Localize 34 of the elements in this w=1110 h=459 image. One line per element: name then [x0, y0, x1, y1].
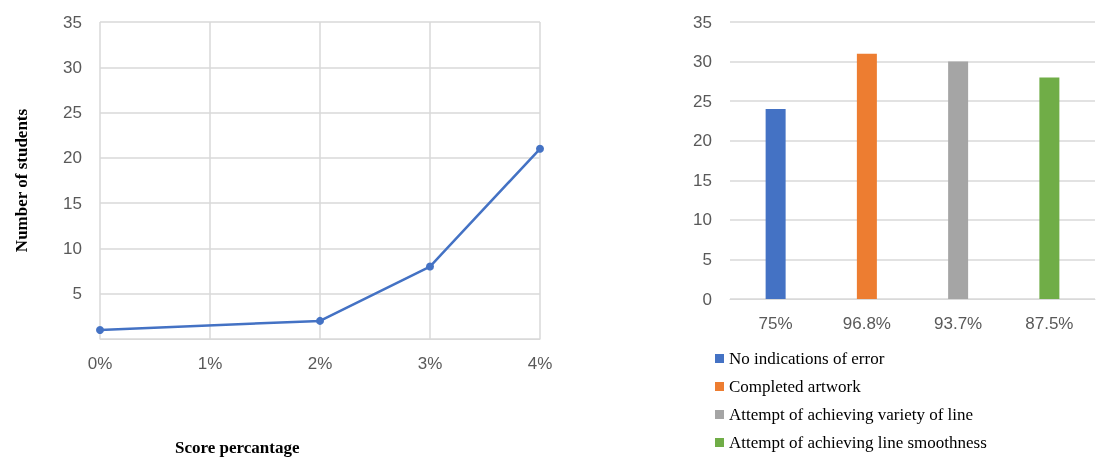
y-tick-label: 15 — [63, 193, 82, 213]
y-tick-label: 10 — [63, 238, 82, 258]
y-tick-label: 30 — [63, 57, 82, 77]
y-tick-label: 25 — [693, 91, 712, 111]
y-tick-label: 20 — [693, 131, 712, 151]
x-tick-label: 3% — [417, 354, 443, 373]
legend-label: Completed artwork — [729, 377, 862, 396]
x-axis-title: Score percantage — [175, 438, 300, 457]
x-tick-label: 96.8% — [842, 314, 891, 333]
y-tick-label: 35 — [693, 12, 712, 32]
legend-label: Attempt of achieving line smoothness — [729, 433, 987, 452]
point — [536, 144, 544, 153]
legend-label: No indications of error — [729, 349, 885, 368]
y-tick-label: 5 — [72, 284, 82, 304]
x-tick-label: 93.7% — [934, 314, 983, 333]
y-tick-label: 15 — [693, 170, 712, 190]
point — [316, 316, 324, 325]
x-tick-label: 87.5% — [1025, 314, 1074, 333]
x-tick-label: 1% — [197, 354, 223, 373]
y-tick-label: 25 — [63, 103, 82, 123]
x-tick-label: 0% — [87, 354, 113, 373]
y-tick-label: 30 — [693, 52, 712, 72]
point — [96, 325, 104, 334]
y-tick-label: 20 — [63, 148, 82, 168]
y-axis-title: Number of students — [12, 108, 31, 253]
y-tick-label: 5 — [702, 249, 712, 269]
x-tick-label: 4% — [527, 354, 553, 373]
point — [426, 262, 434, 271]
x-tick-label: 2% — [307, 354, 333, 373]
x-tick-label: 75% — [758, 314, 793, 333]
legend-label: Attempt of achieving variety of line — [729, 405, 974, 424]
y-tick-label: 0 — [702, 289, 712, 309]
y-tick-label: 10 — [693, 210, 712, 230]
y-tick-label: 35 — [63, 12, 82, 32]
